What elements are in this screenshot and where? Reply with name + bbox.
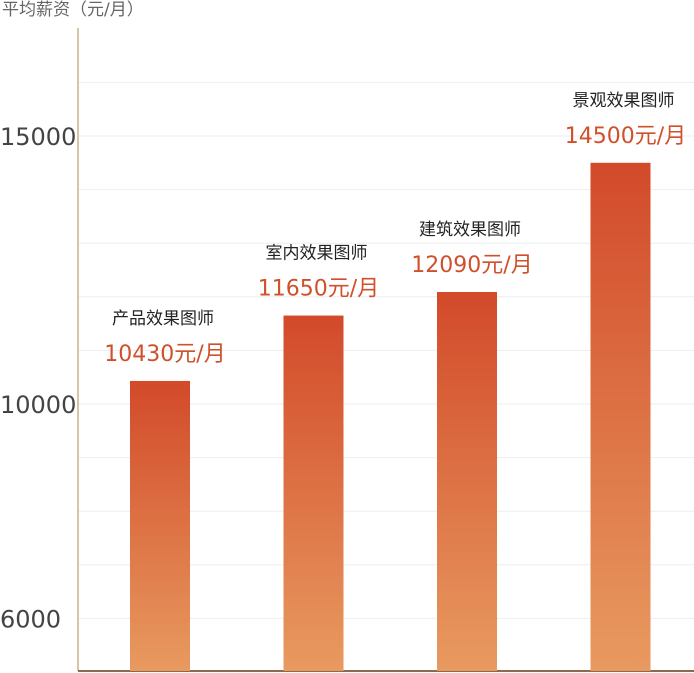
bar	[130, 380, 190, 671]
bars	[130, 162, 651, 672]
y-tick-label: 10000	[0, 391, 76, 419]
bar	[437, 291, 497, 671]
bar-category-label: 景观效果图师	[573, 91, 675, 111]
y-tick-label: 6000	[0, 605, 61, 633]
bar-category-label: 建筑效果图师	[419, 220, 521, 240]
bar-labels: 10430元/月 产品效果图师 11650元/月 室内效果图师 12090元/月 建筑效果…	[104, 91, 686, 367]
bar	[590, 162, 651, 672]
bar-category-label: 产品效果图师	[112, 309, 214, 329]
bar-value-label: 11650元/月	[258, 277, 379, 302]
bar-value-label: 10430元/月	[104, 342, 225, 367]
bar-value-label: 12090元/月	[411, 253, 532, 278]
y-axis-title: 平均薪资（元/月）	[2, 0, 144, 20]
y-tick-label: 15000	[0, 123, 76, 151]
bar-category-label: 室内效果图师	[266, 244, 368, 264]
bar-value-label: 14500元/月	[565, 124, 686, 149]
y-tick-labels: 6000 10000 15000	[0, 123, 76, 633]
bar	[283, 315, 344, 671]
